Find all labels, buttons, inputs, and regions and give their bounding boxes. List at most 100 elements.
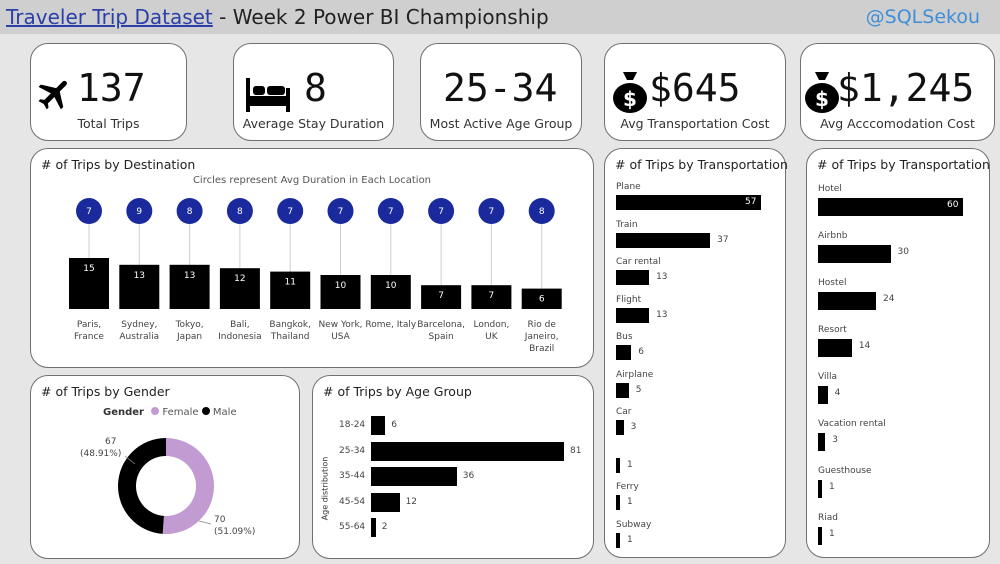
duration-circle[interactable] <box>226 198 253 224</box>
duration-circle[interactable] <box>327 198 354 224</box>
duration-circle[interactable] <box>277 198 304 224</box>
bar-value-label: 1 <box>829 529 835 539</box>
category-label: Airbnb <box>818 231 848 241</box>
category-label: Indonesia <box>218 332 262 342</box>
category-label: New York, <box>318 320 362 330</box>
dataset-link[interactable]: Traveler Trip Dataset <box>6 5 213 29</box>
destination-bar[interactable] <box>169 264 210 309</box>
destination-bar[interactable] <box>471 285 512 309</box>
female-legend-dot <box>151 407 160 415</box>
category-label: France <box>74 332 104 342</box>
transport-bar[interactable] <box>818 527 822 545</box>
kpi-transport-cost: $ $645 Avg Transportation Cost <box>604 43 786 141</box>
duration-circle[interactable] <box>528 198 555 224</box>
bar-value-label: 1 <box>627 459 633 470</box>
transport-bar[interactable] <box>616 457 620 473</box>
transport-bar[interactable] <box>616 382 629 398</box>
age-bar[interactable] <box>371 492 400 512</box>
category-label: Riad <box>818 513 838 523</box>
transport-bar[interactable] <box>616 345 632 360</box>
destination-bar[interactable] <box>320 275 361 309</box>
transport-bar[interactable] <box>616 232 711 248</box>
destination-bar[interactable] <box>370 275 411 309</box>
female-slice[interactable] <box>162 438 214 534</box>
transport-bar[interactable] <box>616 270 650 285</box>
kpi-label: Total Trips <box>77 116 140 131</box>
transport-bar[interactable] <box>818 386 828 404</box>
category-label: Barcelona, <box>417 320 465 330</box>
transport-bar[interactable] <box>818 292 876 310</box>
category-label: Bus <box>616 332 633 342</box>
destination-bar[interactable] <box>521 288 562 309</box>
category-label: Subway <box>616 519 652 530</box>
kpi-value: 25-34 <box>443 66 558 110</box>
transport-bar[interactable] <box>818 433 826 451</box>
category-label: Villa <box>818 372 837 382</box>
duration-circle[interactable] <box>176 198 203 224</box>
author-handle[interactable]: @SQLSekou <box>865 6 980 28</box>
category-label: UK <box>485 332 499 342</box>
bar-value-label: 6 <box>539 295 545 305</box>
bar-value-label: 37 <box>717 234 729 245</box>
duration-circle[interactable] <box>377 198 404 224</box>
leader-line <box>198 520 212 525</box>
kpi-value: 8 <box>304 66 327 110</box>
destination-bar[interactable] <box>69 258 109 309</box>
bar-value-label: 81 <box>570 445 582 456</box>
transport-bar[interactable] <box>818 339 852 357</box>
bar-value-label: 1 <box>627 534 633 545</box>
age-chart: 18-24 6 25-34 81 35-44 36 45-54 12 55-64 2 <box>313 376 593 558</box>
transport-bar[interactable] <box>616 195 761 210</box>
destination-bar[interactable] <box>119 264 160 309</box>
bar-value-label: 13 <box>134 271 145 281</box>
female-value: 70 <box>214 515 226 525</box>
svg-text:$: $ <box>623 87 637 111</box>
duration-circle[interactable] <box>126 198 153 224</box>
category-label: Hotel <box>818 184 842 194</box>
accommodation-chart: Hotel 60 Airbnb 30 Hostel 24 Resort 14 Villa 4 Vac… <box>807 149 989 557</box>
male-legend-dot <box>201 407 210 415</box>
age-bar[interactable] <box>371 518 376 537</box>
transport-bar[interactable] <box>616 495 620 510</box>
category-label: Airplane <box>616 369 654 380</box>
chart-title: # of Trips by Age Group <box>323 384 472 399</box>
chart-title: # of Trips by Destination <box>41 157 196 172</box>
male-slice[interactable] <box>118 438 166 534</box>
age-bar[interactable] <box>371 467 457 486</box>
bar-value-label: 36 <box>462 471 475 481</box>
bar-value-label: 1 <box>627 497 633 507</box>
duration-circle[interactable] <box>76 198 102 224</box>
duration-circle[interactable] <box>428 198 455 224</box>
legend-male[interactable]: Male <box>212 407 237 418</box>
category-label: Bangkok, <box>269 320 311 330</box>
transport-bar[interactable] <box>616 420 624 435</box>
bed-icon <box>244 74 292 118</box>
transport-bar[interactable] <box>616 532 620 548</box>
money-bag-icon: $ <box>803 70 841 118</box>
transport-bar[interactable] <box>818 480 822 498</box>
destination-bar[interactable] <box>270 271 311 309</box>
bar-value-label: 5 <box>635 384 642 395</box>
category-label: Resort <box>818 325 847 335</box>
transport-chart-card: # of Trips by Transportation Plane 57 Trai… <box>604 148 788 558</box>
transport-bar[interactable] <box>818 245 891 263</box>
age-bar[interactable] <box>371 441 564 461</box>
category-label: Australia <box>119 332 159 342</box>
category-label: Ferry <box>616 482 639 492</box>
transport-bar[interactable] <box>818 198 963 216</box>
transport-bar[interactable] <box>616 307 650 323</box>
destination-bar[interactable] <box>219 268 260 309</box>
duration-circle[interactable] <box>478 198 505 224</box>
bar-value-label: 7 <box>438 291 444 301</box>
chart-title: # of Trips by Transportation <box>615 157 788 172</box>
category-label: 18-24 <box>339 420 366 430</box>
bar-value-label: 57 <box>745 197 757 207</box>
category-label: Tokyo, <box>175 320 204 330</box>
destination-chart-card: # of Trips by Destination Circles repres… <box>30 148 594 368</box>
bar-value-label: 2 <box>381 522 388 532</box>
legend-female[interactable]: Female <box>162 407 199 418</box>
duration-label: 7 <box>438 207 444 217</box>
destination-bar[interactable] <box>421 285 462 309</box>
age-bar[interactable] <box>371 416 386 435</box>
bar-value-label: 3 <box>630 422 637 432</box>
